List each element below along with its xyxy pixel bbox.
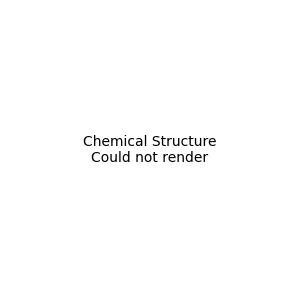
Text: Chemical Structure
Could not render: Chemical Structure Could not render bbox=[83, 135, 217, 165]
